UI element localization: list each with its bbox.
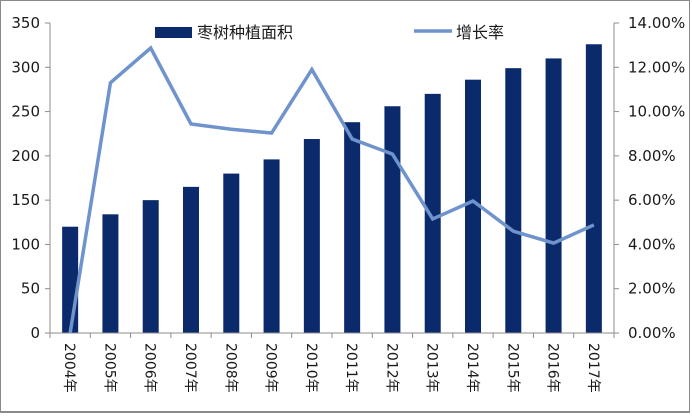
right-axis-tick-label: 14.00% — [628, 14, 685, 32]
legend-bar-swatch — [155, 27, 192, 38]
left-axis-tick-label: 250 — [11, 103, 40, 121]
bar — [142, 200, 159, 333]
bar — [545, 58, 562, 334]
x-axis-category-label: 2013年 — [424, 343, 440, 393]
x-axis-category-label: 2014年 — [464, 343, 480, 393]
x-axis-category-label: 2004年 — [61, 343, 77, 393]
bar — [344, 122, 361, 333]
bar — [424, 93, 441, 333]
right-axis-tick-label: 8.00% — [628, 147, 676, 165]
right-axis-tick-label: 6.00% — [628, 191, 676, 209]
right-axis-tick-label: 10.00% — [628, 103, 685, 121]
bar — [384, 106, 401, 333]
left-axis-tick-label: 150 — [11, 191, 40, 209]
x-axis-category-label: 2015年 — [504, 343, 520, 393]
right-axis-tick-label: 12.00% — [628, 58, 685, 76]
x-axis-category-label: 2008年 — [222, 343, 238, 393]
x-axis-category-label: 2005年 — [101, 343, 117, 393]
x-axis-category-label: 2009年 — [263, 343, 279, 393]
left-axis-tick-label: 200 — [11, 147, 40, 165]
bar — [223, 173, 240, 333]
right-axis-tick-label: 2.00% — [628, 280, 676, 298]
legend: 枣树种植面积 增长率 — [155, 23, 504, 42]
left-axis-tick-label: 300 — [11, 58, 40, 76]
x-axis-category-label: 2007年 — [182, 343, 198, 393]
legend-line-label: 增长率 — [456, 23, 504, 42]
x-axis: 2004年 2005年 2006年 2007年 2008年 2009年 2010年 2011年… — [46, 332, 618, 393]
bar — [62, 226, 79, 333]
bar — [183, 186, 199, 333]
bar — [303, 139, 320, 333]
bar — [465, 79, 481, 333]
x-axis-category-label: 2010年 — [303, 343, 319, 393]
line-series-growth-rate — [68, 45, 595, 334]
bar — [585, 44, 602, 333]
right-axis-tick-label: 4.00% — [628, 235, 676, 253]
left-axis-tick-label: 0 — [30, 324, 40, 342]
x-axis-category-label: 2006年 — [142, 343, 158, 393]
legend-bar-label: 枣树种植面积 — [197, 23, 293, 42]
left-axis-tick-label: 50 — [21, 280, 40, 298]
x-axis-category-label: 2011年 — [343, 343, 359, 393]
right-y-axis: 0.00% 2.00% 4.00% 6.00% 8.00% 10.00% 12.00% 14.… — [613, 14, 685, 342]
x-axis-category-label: 2012年 — [383, 343, 399, 393]
left-axis-tick-label: 350 — [11, 14, 40, 32]
bar — [505, 68, 522, 334]
left-y-axis: 0 50 100 150 200 250 300 350 — [11, 14, 51, 342]
left-axis-tick-label: 100 — [11, 235, 40, 253]
bar — [263, 159, 280, 333]
right-axis-tick-label: 0.00% — [628, 324, 676, 342]
x-axis-category-label: 2016年 — [545, 343, 561, 393]
x-axis-category-label: 2017年 — [585, 343, 601, 393]
bar-series-jujube-area — [62, 44, 602, 334]
bar — [102, 214, 119, 333]
